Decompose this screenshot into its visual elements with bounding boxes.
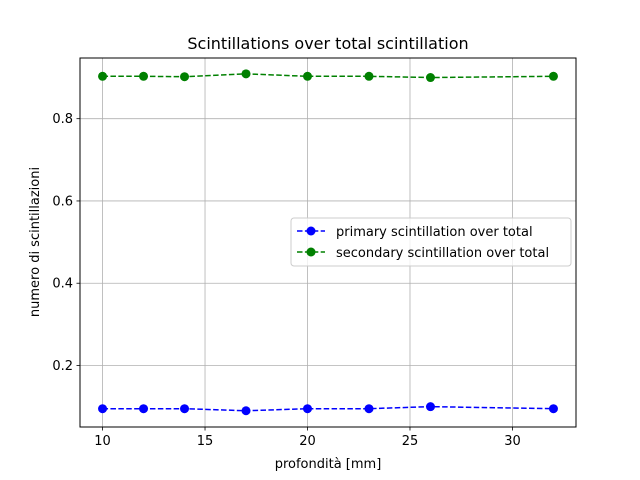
- data-point-primary: [425, 402, 435, 412]
- data-series: [98, 69, 558, 416]
- y-axis-ticks: 0.2 0.4 0.6 0.8: [52, 112, 80, 374]
- series-line-secondary: [102, 73, 554, 79]
- data-point-secondary: [139, 71, 149, 81]
- data-point-primary: [241, 406, 251, 416]
- data-point-primary: [180, 404, 190, 414]
- data-point-primary: [364, 404, 374, 414]
- data-point-secondary: [425, 73, 435, 83]
- chart-title: Scintillations over total scintillation: [187, 34, 468, 53]
- grid-lines: [80, 58, 576, 427]
- x-tick-label: 25: [402, 434, 419, 449]
- data-point-secondary: [303, 71, 313, 81]
- data-point-primary: [98, 404, 108, 414]
- x-tick-label: 20: [299, 434, 316, 449]
- series-line-primary: [102, 405, 554, 412]
- data-point-primary: [548, 404, 558, 414]
- data-point-primary: [139, 404, 149, 414]
- y-tick-label: 0.8: [52, 112, 73, 127]
- legend-marker-primary: [306, 226, 316, 236]
- plot-frame: [79, 57, 577, 428]
- x-axis-label: profondità [mm]: [275, 457, 382, 472]
- data-point-secondary: [98, 71, 108, 81]
- data-point-secondary: [364, 71, 374, 81]
- y-tick-label: 0.4: [52, 277, 73, 292]
- legend-box: [290, 217, 572, 267]
- legend-label-secondary: secondary scintillation over total: [336, 246, 549, 261]
- data-point-secondary: [241, 69, 251, 79]
- y-tick-label: 0.2: [52, 359, 73, 374]
- x-tick-label: 15: [197, 434, 214, 449]
- y-tick-label: 0.6: [52, 194, 73, 209]
- legend-marker-secondary: [306, 247, 316, 257]
- legend: primary scintillation over total seconda…: [290, 217, 572, 267]
- data-point-primary: [303, 404, 313, 414]
- y-axis-label: numero di scintillazioni: [28, 167, 43, 317]
- x-tick-label: 30: [504, 434, 521, 449]
- data-point-secondary: [180, 72, 190, 82]
- legend-label-primary: primary scintillation over total: [336, 225, 533, 240]
- data-point-secondary: [548, 71, 558, 81]
- x-axis-ticks: 10 15 20 25 30: [94, 427, 521, 449]
- x-tick-label: 10: [94, 434, 111, 449]
